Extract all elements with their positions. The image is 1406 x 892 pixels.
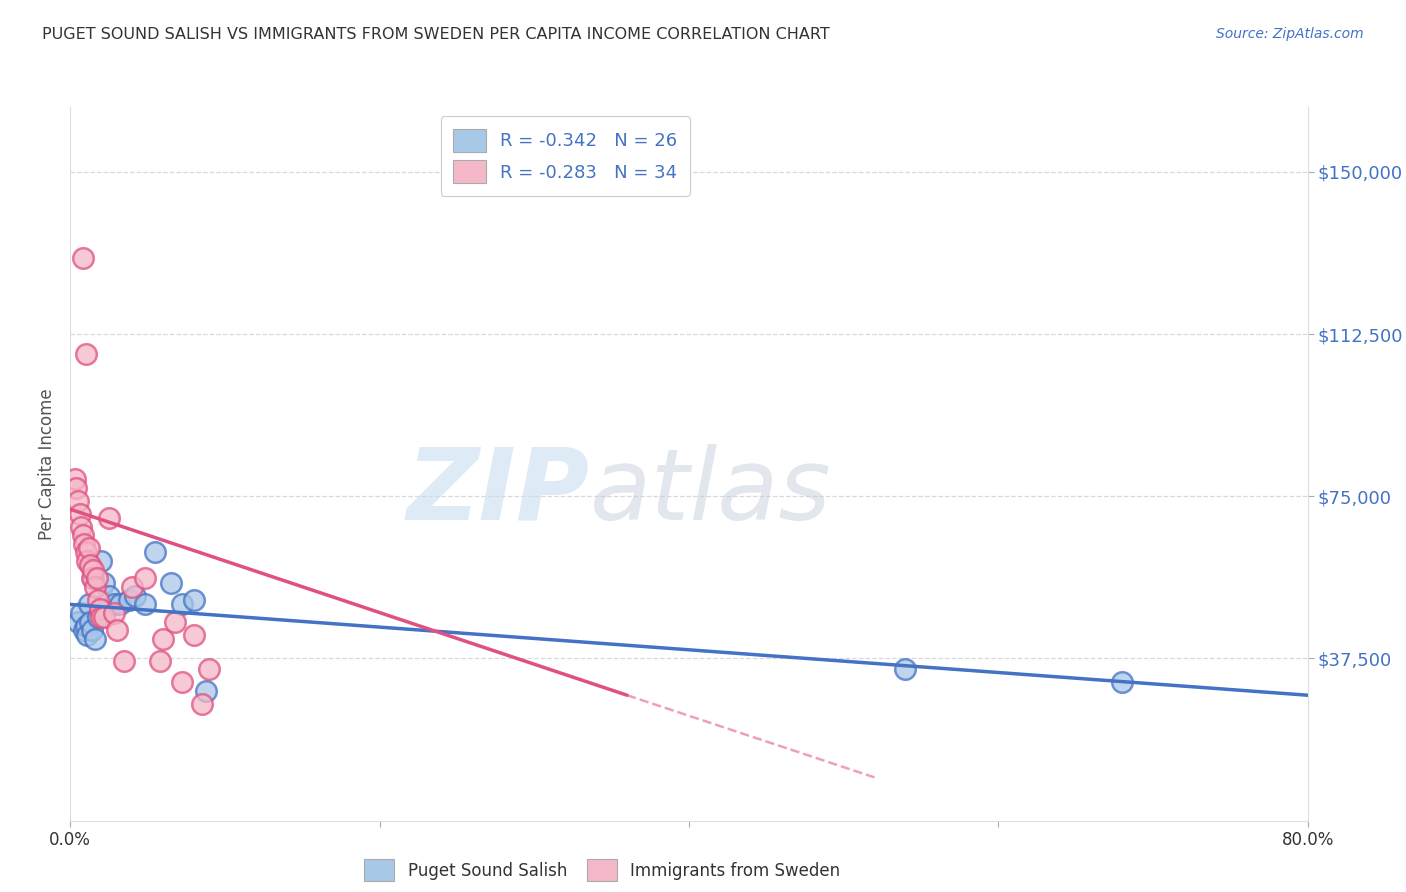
Point [160, 575, 183, 590]
Legend: Puget Sound Salish, Immigrants from Sweden: Puget Sound Salish, Immigrants from Swed… [354, 849, 851, 891]
Point [134, 571, 156, 585]
Point [67, 615, 90, 629]
Point [69, 507, 91, 521]
Point [165, 615, 187, 629]
Point [170, 675, 193, 690]
Point [73, 624, 96, 638]
Point [76, 554, 98, 568]
Point [198, 662, 221, 676]
Point [145, 545, 166, 559]
Point [84, 632, 107, 646]
Point [79, 615, 101, 629]
Point [114, 654, 135, 668]
Point [82, 563, 105, 577]
Point [191, 697, 214, 711]
Point [195, 684, 218, 698]
Point [170, 598, 193, 612]
Point [134, 598, 156, 612]
Point [84, 580, 107, 594]
Point [124, 589, 146, 603]
Point [87, 593, 110, 607]
Point [72, 252, 94, 266]
Point [89, 601, 111, 615]
Point [1111, 675, 1133, 690]
Point [183, 628, 205, 642]
Point [152, 632, 174, 646]
Point [108, 598, 131, 612]
Point [103, 606, 125, 620]
Point [87, 610, 110, 624]
Point [76, 628, 98, 642]
Point [75, 346, 97, 360]
Point [93, 575, 115, 590]
Point [65, 481, 87, 495]
Point [67, 493, 90, 508]
Point [90, 610, 112, 624]
Point [98, 589, 120, 603]
Text: atlas: atlas [591, 444, 831, 541]
Point [93, 610, 115, 624]
Point [72, 528, 94, 542]
Point [70, 519, 93, 533]
Point [80, 571, 103, 585]
Point [77, 541, 100, 556]
Point [121, 580, 143, 594]
Point [75, 545, 97, 559]
Point [90, 554, 112, 568]
Point [75, 619, 97, 633]
Point [80, 624, 103, 638]
Point [79, 558, 101, 573]
Text: PUGET SOUND SALISH VS IMMIGRANTS FROM SWEDEN PER CAPITA INCOME CORRELATION CHART: PUGET SOUND SALISH VS IMMIGRANTS FROM SW… [42, 27, 830, 42]
Point [63, 472, 86, 486]
Point [103, 598, 125, 612]
Y-axis label: Per Capita Income: Per Capita Income [38, 388, 56, 540]
Point [98, 511, 120, 525]
Text: Source: ZipAtlas.com: Source: ZipAtlas.com [1216, 27, 1364, 41]
Point [73, 537, 96, 551]
Point [82, 571, 105, 585]
Point [77, 598, 100, 612]
Point [86, 571, 108, 585]
Point [70, 606, 93, 620]
Point [105, 624, 128, 638]
Point [894, 662, 917, 676]
Point [183, 593, 205, 607]
Point [118, 593, 141, 607]
Text: ZIP: ZIP [406, 444, 591, 541]
Point [149, 654, 172, 668]
